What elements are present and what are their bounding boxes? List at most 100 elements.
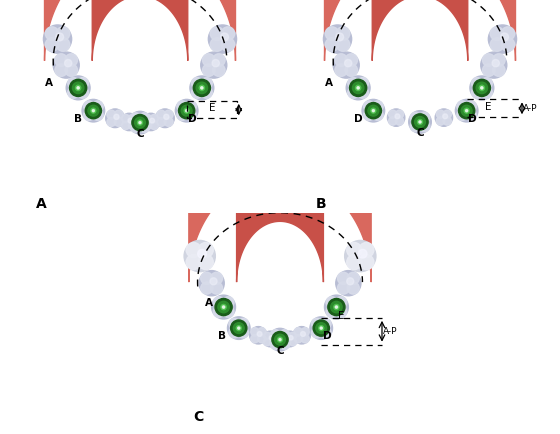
Circle shape	[358, 250, 367, 258]
Circle shape	[221, 27, 235, 40]
Circle shape	[320, 318, 331, 329]
Circle shape	[190, 76, 214, 100]
Circle shape	[82, 99, 105, 122]
Circle shape	[335, 306, 338, 308]
Text: E: E	[209, 103, 216, 113]
Circle shape	[69, 79, 87, 96]
Circle shape	[114, 118, 123, 126]
Polygon shape	[324, 0, 515, 61]
Circle shape	[129, 112, 151, 134]
Circle shape	[488, 25, 516, 53]
Text: B: B	[74, 114, 82, 124]
Circle shape	[269, 332, 277, 340]
Circle shape	[335, 302, 342, 309]
Circle shape	[316, 323, 326, 333]
Circle shape	[198, 250, 207, 258]
Circle shape	[130, 122, 141, 132]
Circle shape	[107, 110, 116, 119]
Circle shape	[357, 87, 368, 98]
Circle shape	[328, 299, 345, 316]
Circle shape	[311, 327, 322, 338]
Circle shape	[269, 335, 274, 340]
Circle shape	[409, 111, 431, 133]
Circle shape	[222, 306, 225, 308]
Circle shape	[193, 79, 211, 96]
Circle shape	[203, 64, 215, 76]
Circle shape	[490, 27, 504, 40]
Circle shape	[55, 54, 67, 66]
Circle shape	[501, 38, 515, 51]
Circle shape	[347, 278, 354, 285]
Circle shape	[493, 64, 505, 76]
Circle shape	[238, 327, 249, 338]
Circle shape	[418, 119, 422, 125]
Circle shape	[357, 78, 368, 89]
Circle shape	[72, 82, 84, 94]
Circle shape	[218, 301, 229, 313]
Circle shape	[344, 59, 352, 67]
Circle shape	[389, 117, 397, 125]
Circle shape	[357, 83, 363, 89]
Circle shape	[210, 27, 224, 40]
Circle shape	[92, 109, 95, 112]
Circle shape	[238, 318, 249, 329]
Circle shape	[279, 339, 290, 349]
Circle shape	[231, 320, 247, 336]
Circle shape	[313, 320, 329, 336]
Circle shape	[325, 27, 339, 40]
Circle shape	[164, 118, 173, 126]
Circle shape	[257, 332, 262, 336]
Text: A-P: A-P	[523, 104, 538, 113]
Circle shape	[465, 101, 477, 112]
Circle shape	[345, 64, 357, 76]
Circle shape	[345, 54, 357, 66]
Circle shape	[211, 282, 222, 294]
Circle shape	[461, 105, 472, 116]
Circle shape	[278, 337, 282, 342]
Circle shape	[289, 338, 297, 346]
Circle shape	[200, 272, 213, 284]
Circle shape	[479, 85, 484, 91]
Circle shape	[472, 78, 483, 89]
Circle shape	[107, 118, 116, 126]
Circle shape	[65, 64, 77, 76]
Text: D: D	[468, 114, 477, 124]
Circle shape	[251, 335, 259, 343]
Circle shape	[465, 110, 477, 121]
Circle shape	[198, 243, 213, 257]
Circle shape	[139, 113, 150, 124]
Circle shape	[56, 38, 70, 51]
Circle shape	[282, 331, 297, 347]
Polygon shape	[236, 202, 323, 282]
Circle shape	[77, 87, 80, 89]
Circle shape	[388, 109, 405, 126]
Circle shape	[269, 328, 291, 351]
Circle shape	[270, 339, 281, 349]
Circle shape	[490, 38, 504, 51]
Circle shape	[92, 106, 98, 112]
Text: A-P: A-P	[383, 327, 398, 336]
Circle shape	[55, 64, 67, 76]
Circle shape	[114, 110, 123, 119]
Circle shape	[150, 118, 155, 123]
Circle shape	[128, 115, 137, 123]
Circle shape	[150, 121, 158, 129]
Circle shape	[283, 338, 291, 346]
Circle shape	[335, 54, 347, 66]
Circle shape	[348, 78, 360, 89]
Circle shape	[199, 270, 224, 296]
Text: A: A	[44, 78, 53, 88]
Text: C: C	[416, 128, 424, 138]
Circle shape	[181, 105, 192, 116]
Circle shape	[138, 120, 142, 125]
Circle shape	[177, 101, 188, 112]
Circle shape	[412, 114, 428, 130]
Text: A: A	[324, 78, 333, 88]
Polygon shape	[92, 0, 188, 61]
Circle shape	[357, 87, 360, 89]
Circle shape	[279, 330, 290, 341]
Circle shape	[106, 109, 124, 128]
Circle shape	[263, 338, 271, 346]
Circle shape	[222, 306, 234, 317]
Circle shape	[465, 106, 472, 112]
